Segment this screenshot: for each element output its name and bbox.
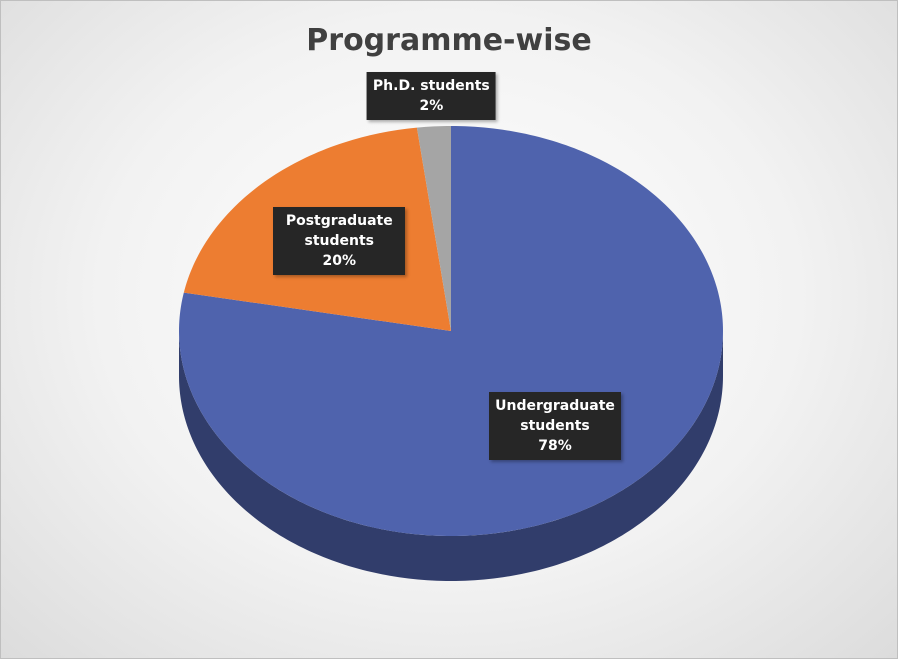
data-label: Undergraduate students 78% [489, 391, 622, 460]
pie-top [416, 126, 451, 331]
label-value: 78% [538, 437, 572, 454]
label-category: Undergraduate students [495, 397, 615, 434]
label-category: Postgraduate students [285, 213, 393, 250]
data-label: Postgraduate students 20% [273, 207, 406, 276]
data-label: Ph.D. students 2% [366, 71, 496, 120]
label-value: 2% [419, 97, 444, 114]
label-category: Ph.D. students [372, 77, 490, 94]
chart-title: Programme-wise [306, 23, 592, 58]
pie-slice [416, 126, 451, 331]
label-value: 20% [322, 253, 357, 270]
pie-side [179, 331, 723, 581]
